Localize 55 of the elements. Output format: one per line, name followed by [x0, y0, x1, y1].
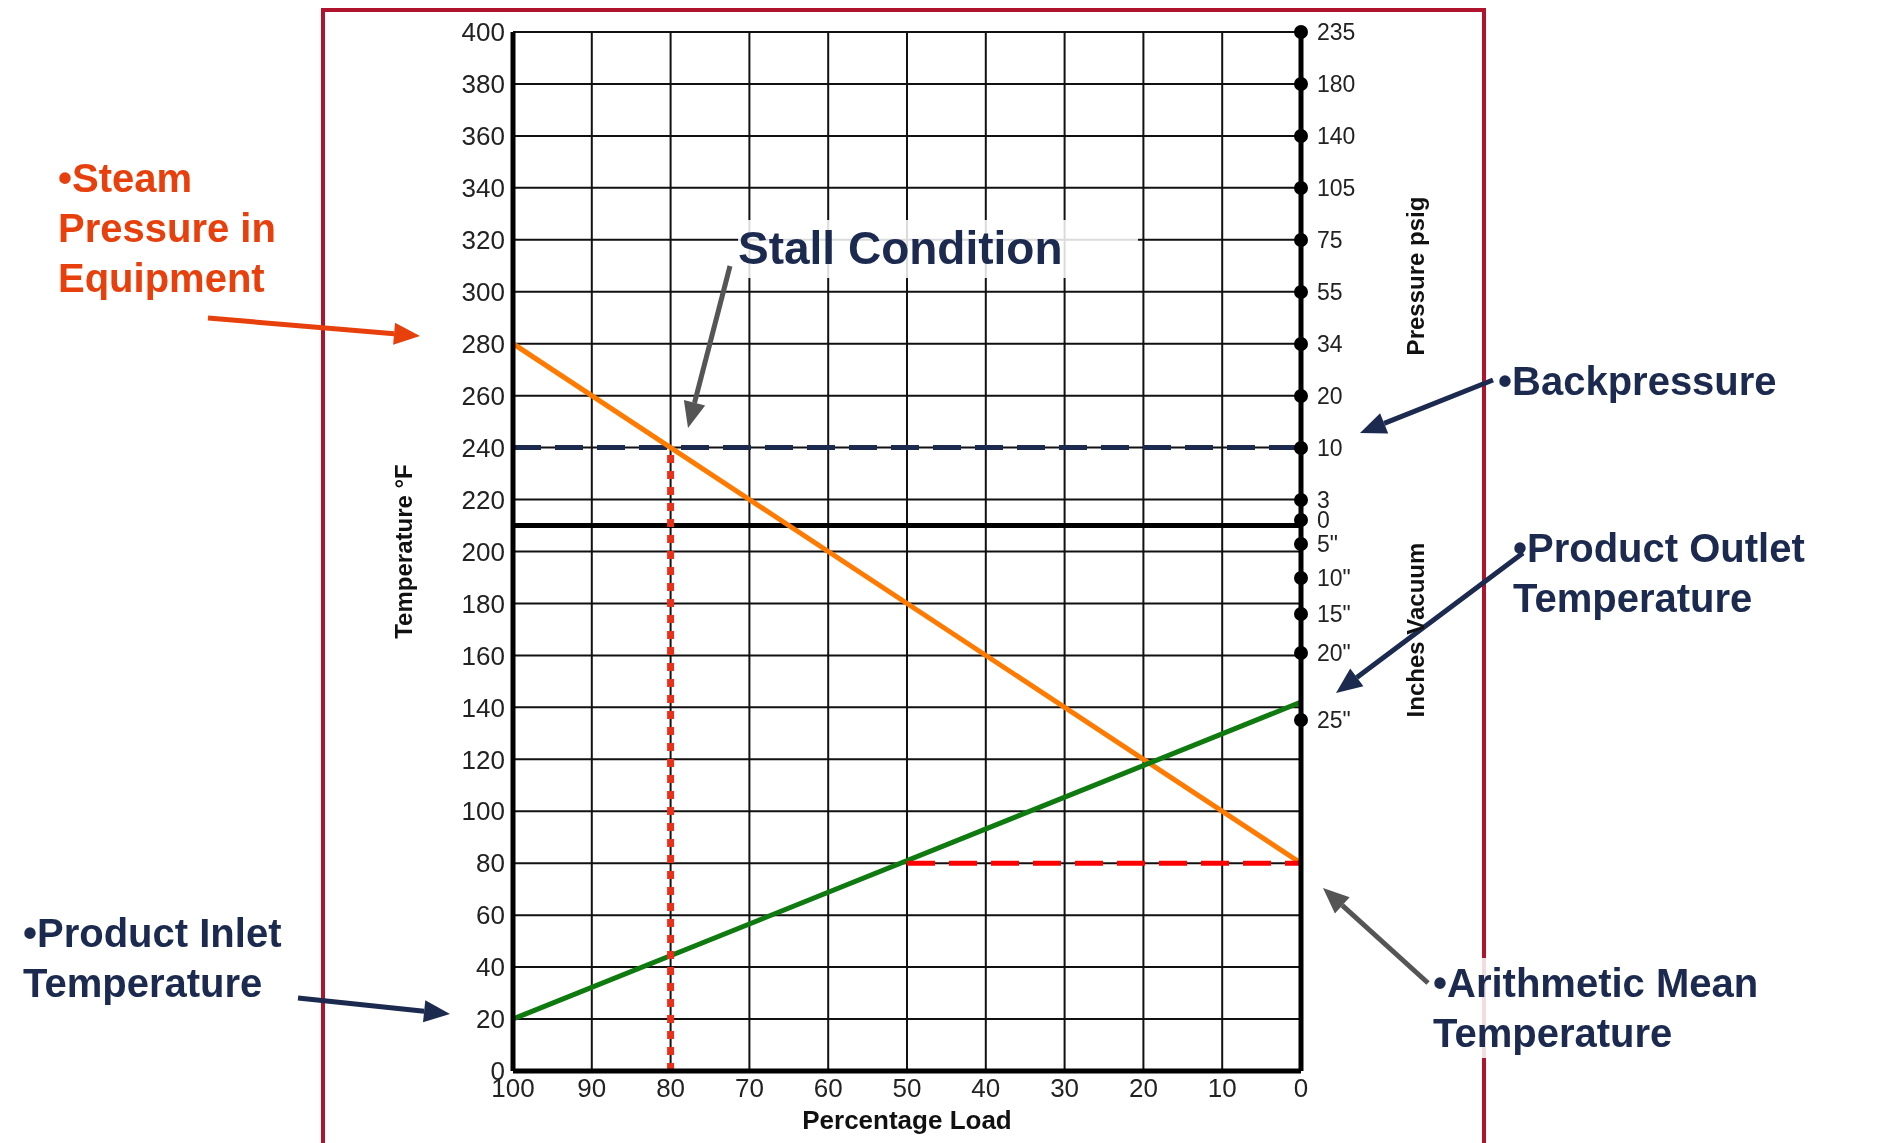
text: 140 — [1317, 123, 1356, 149]
text: •Steam Pressure in Equipment — [58, 155, 277, 302]
text: Inches Vacuum — [1402, 542, 1430, 718]
y-tick-label: 200 — [461, 536, 505, 567]
text: 235 — [1317, 19, 1356, 45]
y-tick-label: 320 — [461, 225, 505, 256]
y-tick-label: 300 — [461, 276, 505, 307]
text: 5" — [1317, 531, 1338, 557]
x-tick-label: 20 — [1128, 1073, 1158, 1104]
y-tick-label: 220 — [461, 484, 505, 515]
text: 0 — [1317, 507, 1330, 533]
y-tick-label: 260 — [461, 380, 505, 411]
y-tick-label: 20 — [476, 1004, 505, 1035]
y2-axis-title: Pressure psig — [1402, 196, 1430, 356]
y-tick-label: 60 — [476, 900, 505, 931]
text: 10" — [1317, 565, 1351, 591]
annotation: Stall Condition — [738, 220, 1138, 278]
x-tick-label: 50 — [892, 1073, 922, 1104]
y-tick-label: 400 — [461, 17, 505, 48]
y-tick-label: 240 — [461, 432, 505, 463]
y-tick-label: 340 — [461, 173, 505, 204]
y-tick-label: 380 — [461, 69, 505, 100]
text: 20" — [1317, 640, 1351, 666]
text: 10 — [1317, 435, 1343, 461]
y-tick-label: 140 — [461, 692, 505, 723]
y-tick-label: 180 — [461, 588, 505, 619]
x-tick-label: 0 — [1293, 1073, 1309, 1104]
text: •Product Outlet Temperature — [1513, 525, 1806, 622]
x-tick-label: 60 — [813, 1073, 843, 1104]
y-tick-label: 100 — [461, 796, 505, 827]
y-tick-label: 360 — [461, 121, 505, 152]
text: 75 — [1317, 227, 1343, 253]
text: 55 — [1317, 279, 1343, 305]
x-tick-label: 10 — [1207, 1073, 1237, 1104]
text: 34 — [1317, 331, 1343, 357]
y-tick-label: 160 — [461, 640, 505, 671]
text: 180 — [1317, 71, 1356, 97]
text: 20 — [1317, 383, 1343, 409]
y-tick-label: 280 — [461, 328, 505, 359]
x-tick-label: 30 — [1050, 1073, 1080, 1104]
text: •Arithmetic Mean Temperature — [1433, 958, 1793, 1058]
x-axis-title: Percentage Load — [802, 1105, 1012, 1135]
y-axis-title: Temperature °F — [389, 464, 417, 639]
text: •Backpressure — [1498, 358, 1778, 405]
text: 25" — [1317, 707, 1351, 733]
x-tick-label: 80 — [656, 1073, 686, 1104]
y-tick-label: 40 — [476, 952, 505, 983]
text: •Product Inlet Temperature — [23, 910, 283, 1007]
x-tick-label: 90 — [577, 1073, 607, 1104]
y-tick-label: 80 — [476, 848, 505, 879]
text: 15" — [1317, 601, 1351, 627]
y-tick-label: 120 — [461, 744, 505, 775]
x-tick-label: 70 — [734, 1073, 764, 1104]
x-tick-label: 40 — [971, 1073, 1001, 1104]
text: 105 — [1317, 175, 1356, 201]
